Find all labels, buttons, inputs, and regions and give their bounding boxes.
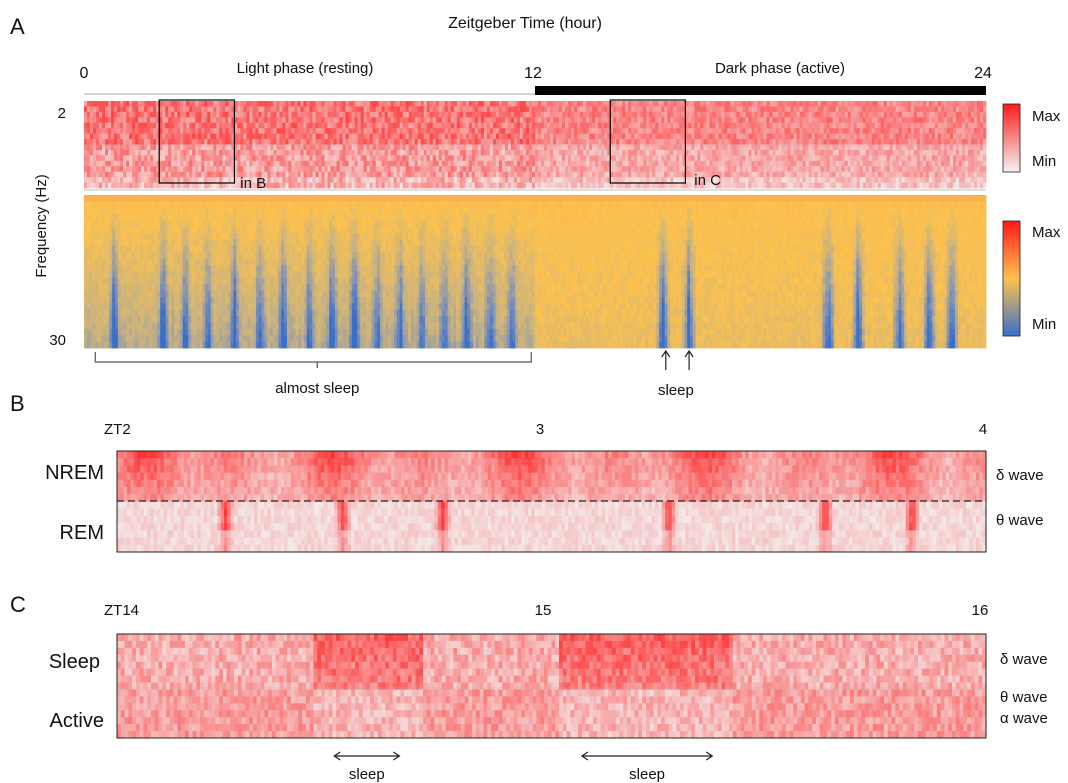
panel-letter-a: A — [10, 14, 25, 39]
colorbar-normalized — [1002, 103, 1021, 173]
row-label-sleep: Sleep — [49, 651, 100, 673]
colorbar-spectrogram — [1002, 220, 1021, 337]
panel-c-tick-16: 16 — [972, 602, 989, 619]
band-label-delta-c: δ wave — [1000, 651, 1048, 668]
sleep-arrow-label: sleep — [658, 382, 694, 399]
band-label-theta-c: θ wave — [1000, 689, 1048, 706]
sleep-period-arrow — [580, 751, 714, 761]
panel-a-spectrogram-heatmap — [84, 195, 987, 349]
light-phase-bar — [84, 93, 535, 95]
sleep-period-arrow — [333, 751, 401, 761]
panel-letter-b: B — [10, 391, 25, 416]
band-label-delta-b: δ wave — [996, 467, 1044, 484]
x-tick-12: 12 — [524, 65, 542, 82]
panel-b-frame — [116, 450, 987, 553]
sleep-period-label: sleep — [349, 766, 385, 783]
row-label-nrem: NREM — [45, 462, 104, 484]
inset-box-b — [158, 99, 235, 184]
band-label-theta-b: θ wave — [996, 512, 1044, 529]
almost-sleep-bracket — [94, 352, 532, 368]
colorbar-spectrogram-min: Min — [1032, 316, 1056, 333]
inset-box-c — [609, 99, 687, 184]
colorbar-spectrogram-max: Max — [1032, 224, 1061, 241]
x-tick-24: 24 — [974, 65, 992, 82]
dark-phase-bar — [535, 86, 986, 95]
panel-c-heatmap — [117, 634, 987, 739]
almost-sleep-label: almost sleep — [275, 380, 359, 397]
inset-label-b: in B — [240, 175, 266, 192]
x-tick-0: 0 — [80, 65, 89, 82]
band-label-alpha-c: α wave — [1000, 710, 1048, 727]
panel-a-title: Zeitgeber Time (hour) — [448, 15, 602, 32]
panel-c-frame — [116, 633, 987, 739]
panel-c-tick-15: 15 — [535, 602, 552, 619]
panel-b-heatmap — [117, 451, 987, 553]
y-tick-2: 2 — [58, 105, 66, 122]
inset-label-c: in C — [694, 172, 721, 189]
sleep-period-label: sleep — [629, 766, 665, 783]
row-label-active: Active — [50, 710, 104, 732]
panel-letter-c: C — [10, 592, 26, 617]
y-tick-30: 30 — [49, 332, 66, 349]
panel-b-tick-zt2: ZT2 — [104, 421, 131, 438]
colorbar-normalized-min: Min — [1032, 153, 1056, 170]
sleep-arrow — [661, 349, 671, 370]
light-phase-label: Light phase (resting) — [237, 60, 374, 77]
panel-c-sleep-arrows: sleep sleep — [333, 751, 714, 783]
row-label-rem: REM — [60, 522, 104, 544]
colorbar-normalized-max: Max — [1032, 108, 1061, 125]
sleep-arrows — [661, 349, 694, 370]
dark-phase-label: Dark phase (active) — [715, 60, 845, 77]
panel-c-tick-zt14: ZT14 — [104, 602, 139, 619]
y-axis-label: Frequency (Hz) — [33, 174, 50, 277]
sleep-arrow — [684, 349, 694, 370]
panel-a-normalized-heatmap — [84, 101, 987, 189]
panel-b-tick-4: 4 — [979, 421, 987, 438]
panel-b-tick-3: 3 — [536, 421, 544, 438]
